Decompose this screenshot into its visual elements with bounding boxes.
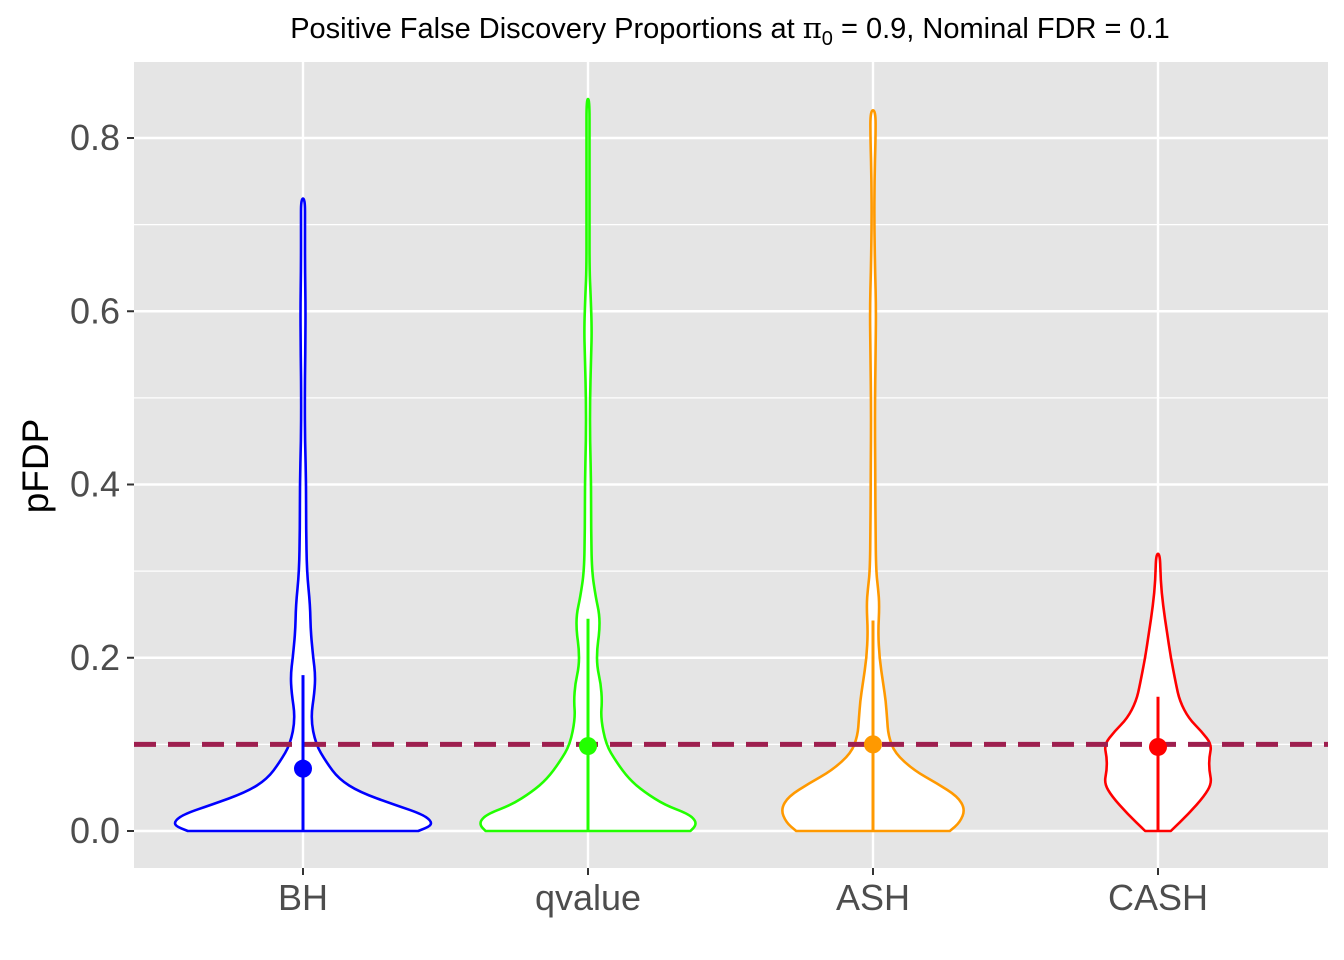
mean-point-cash [1149,737,1167,756]
x-tick-label-qvalue: qvalue [535,877,641,918]
x-tick-label-cash: CASH [1108,877,1208,918]
chart-title: Positive False Discovery Proportions at … [290,11,1170,50]
y-tick-label: 0.8 [70,117,120,158]
x-tick-label-bh: BH [278,877,328,918]
mean-points [294,618,1167,831]
axes: 0.0 0.2 0.4 0.6 0.8 BH qvalue ASH CASH [70,117,1208,918]
violin-bh [173,197,433,833]
violin-qvalue [479,97,697,833]
y-tick-label: 0.6 [70,290,120,331]
mean-point-bh [294,759,312,778]
y-tick-label: 0.0 [70,810,120,851]
pi-subscript: 0 [822,28,833,50]
violins [173,97,1213,833]
mean-point-qvalue [579,737,597,756]
pi-symbol: π [803,11,822,45]
x-tick-label-ash: ASH [836,877,910,918]
y-tick-label: 0.2 [70,637,120,678]
mean-point-ash [864,735,882,754]
violin-ash [781,109,965,833]
violin-cash [1103,552,1213,833]
y-tick-label: 0.4 [70,464,120,505]
y-axis-title: pFDP [15,419,56,514]
